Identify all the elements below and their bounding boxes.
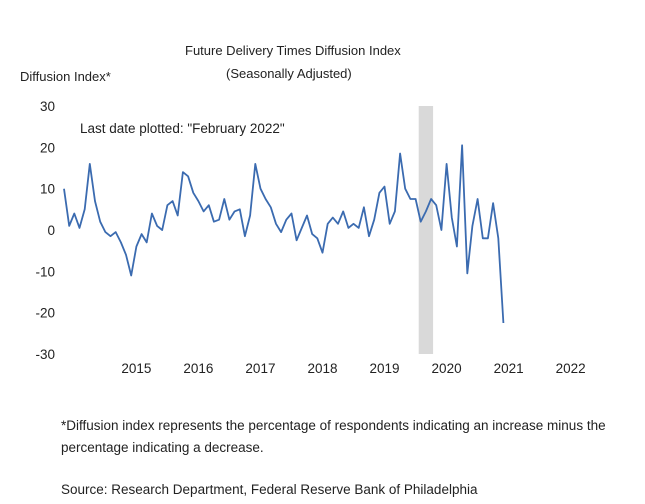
y-tick-label: 10 — [40, 182, 55, 197]
chart-subtitle: (Seasonally Adjusted) — [226, 66, 352, 81]
x-tick-label: 2022 — [556, 361, 586, 376]
series-line — [63, 144, 505, 324]
x-tick-label: 2020 — [432, 361, 462, 376]
chart-title: Future Delivery Times Diffusion Index — [185, 43, 401, 58]
y-tick-label: 30 — [40, 99, 55, 114]
x-tick-label: 2019 — [370, 361, 400, 376]
x-tick-label: 2017 — [245, 361, 275, 376]
recession-shading — [418, 106, 434, 354]
y-axis-label: Diffusion Index* — [20, 69, 111, 84]
y-tick-label: -20 — [35, 306, 55, 321]
y-tick-label: 0 — [47, 223, 55, 238]
last-date-annotation: Last date plotted: "February 2022" — [80, 121, 285, 136]
x-tick-label: 2018 — [307, 361, 337, 376]
x-tick-label: 2015 — [121, 361, 151, 376]
footnote: *Diffusion index represents the percenta… — [61, 418, 606, 455]
chart-plot: 30 20 10 0 -10 -20 -30 2015 2016 2017 2018 2019 202… — [35, 99, 586, 376]
y-tick-label: 20 — [40, 140, 55, 155]
x-tick-label: 2016 — [183, 361, 213, 376]
x-tick-label: 2021 — [494, 361, 524, 376]
y-tick-label: -10 — [35, 264, 55, 279]
source-note: Source: Research Department, Federal Res… — [61, 482, 478, 497]
y-tick-label: -30 — [35, 347, 55, 362]
